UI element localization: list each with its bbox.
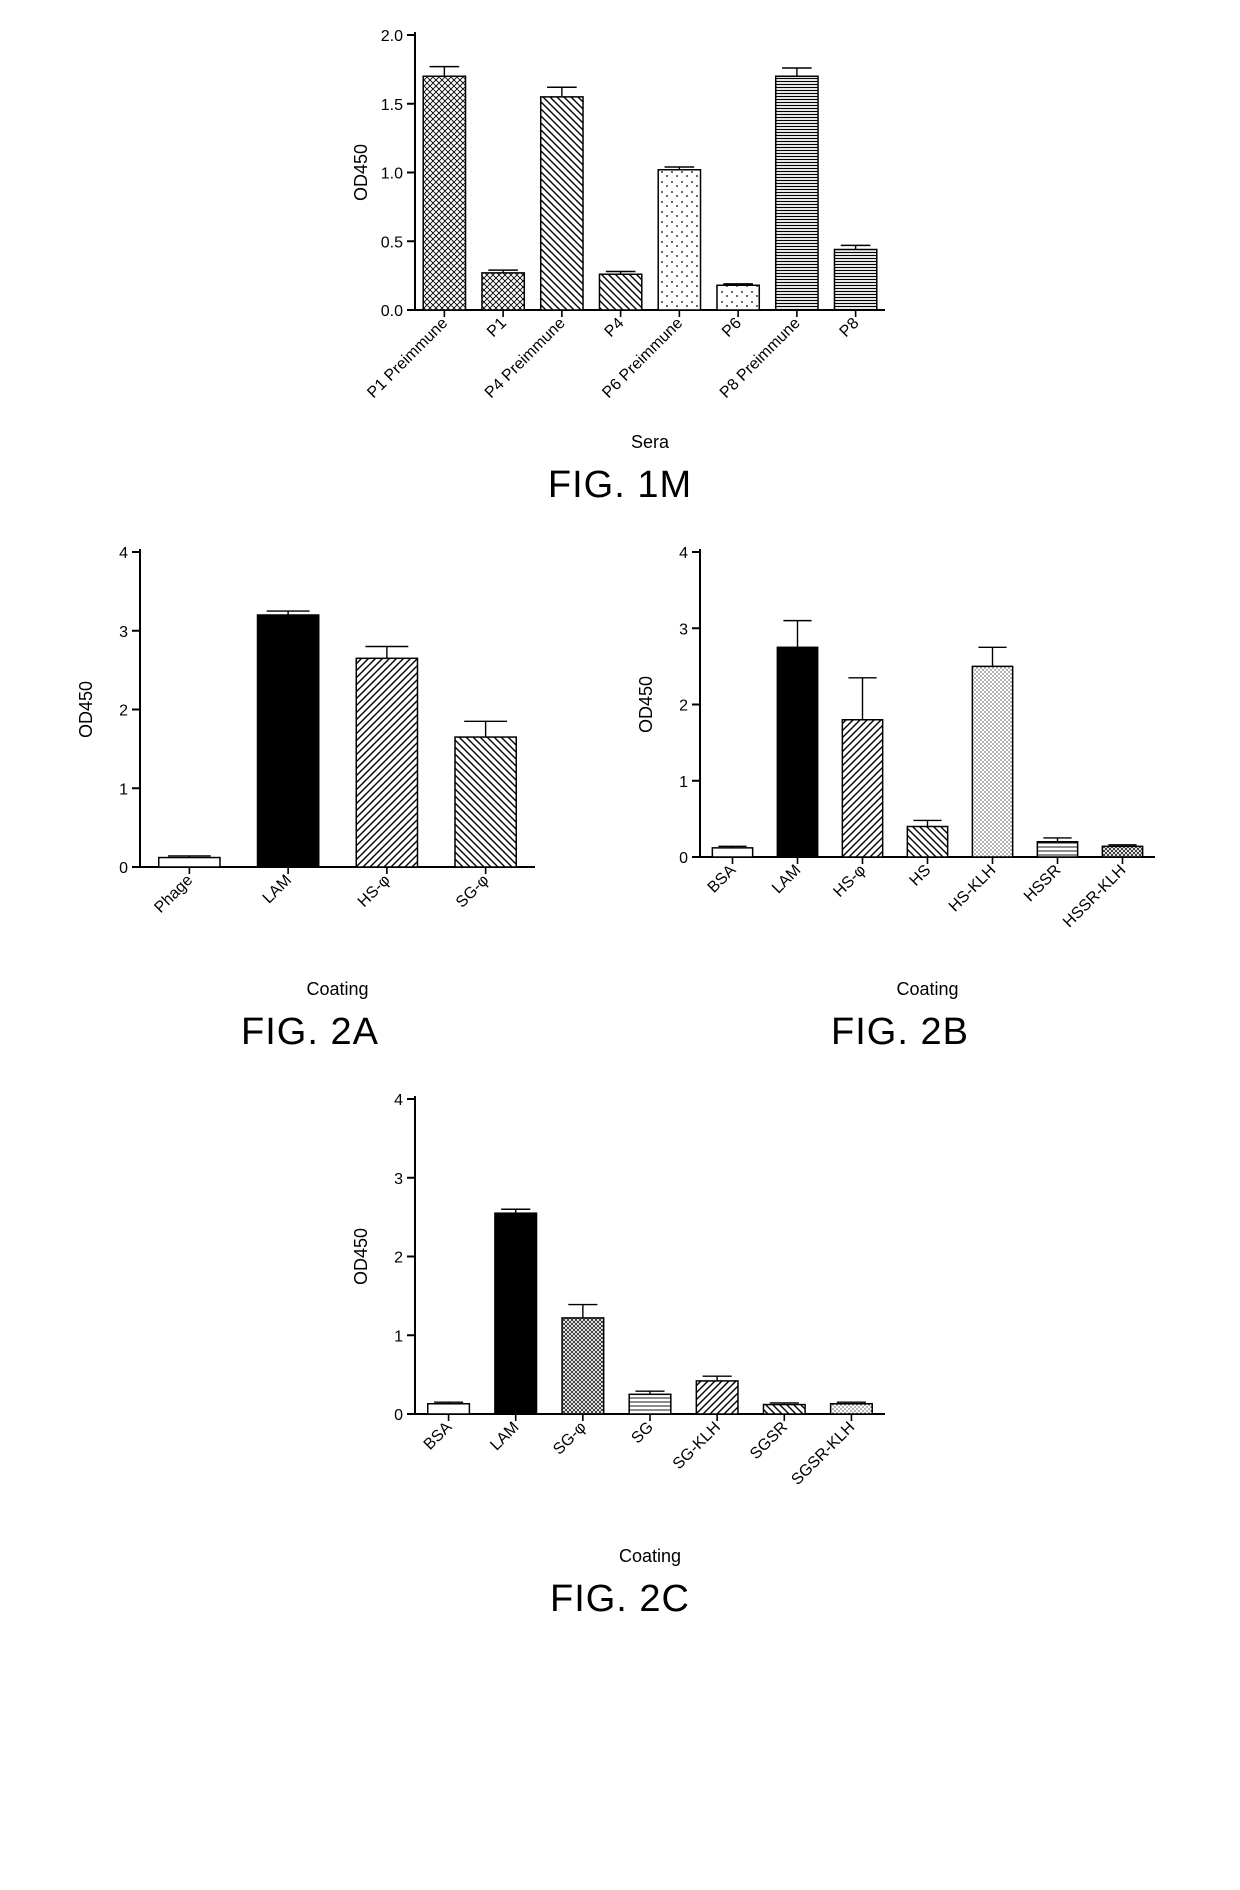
svg-text:P1 Preimmune: P1 Preimmune: [364, 315, 451, 402]
svg-text:1: 1: [679, 774, 688, 791]
svg-text:OD450: OD450: [351, 144, 371, 201]
svg-text:2: 2: [394, 1250, 403, 1267]
svg-text:0.5: 0.5: [381, 234, 403, 251]
svg-text:1.5: 1.5: [381, 97, 403, 114]
svg-text:Coating: Coating: [896, 979, 958, 999]
svg-text:HSSR: HSSR: [1021, 862, 1064, 905]
fig-1m-label: FIG. 1M: [548, 464, 692, 507]
svg-text:Phage: Phage: [151, 872, 196, 917]
fig-2c-label: FIG. 2C: [550, 1578, 690, 1621]
svg-text:0: 0: [679, 850, 688, 867]
svg-text:2: 2: [119, 703, 128, 720]
svg-text:3: 3: [119, 624, 128, 641]
svg-text:Coating: Coating: [306, 979, 368, 999]
svg-text:BSA: BSA: [421, 1419, 456, 1454]
svg-text:P1: P1: [484, 315, 510, 341]
svg-text:P8: P8: [837, 315, 863, 341]
fig-2b-chart: 0 1 2 3 4 OD450 BSA LAM HS-φ HS HS-KLH HSSRHSSR-KLH…: [630, 537, 1170, 1007]
svg-text:Sera: Sera: [631, 432, 670, 452]
svg-text:4: 4: [394, 1092, 403, 1109]
fig-2c-block: 0 1 2 3 4 OD450 BSA LAM SG-φ SG SG-KLH SGSRSGSR-KLH…: [340, 1084, 900, 1621]
svg-text:OD450: OD450: [76, 681, 96, 738]
fig-2a-chart: 0 1 2 3 4 OD450 Phage LAM HS-φ SG-φ Coating: [70, 537, 550, 1007]
svg-text:3: 3: [394, 1171, 403, 1188]
fig-2ab-row: 0 1 2 3 4 OD450 Phage LAM HS-φ SG-φ Coating FIG. 2…: [70, 537, 1170, 1054]
svg-text:SG: SG: [628, 1419, 656, 1447]
svg-text:SG-KLH: SG-KLH: [670, 1419, 724, 1473]
svg-text:2: 2: [679, 698, 688, 715]
fig-2b-block: 0 1 2 3 4 OD450 BSA LAM HS-φ HS HS-KLH HSSRHSSR-KLH…: [630, 537, 1170, 1054]
fig-2a-block: 0 1 2 3 4 OD450 Phage LAM HS-φ SG-φ Coating FIG. 2…: [70, 537, 550, 1054]
svg-text:4: 4: [679, 545, 688, 562]
svg-text:HS-φ: HS-φ: [355, 872, 394, 911]
svg-text:P4: P4: [602, 315, 628, 341]
svg-text:3: 3: [679, 621, 688, 638]
svg-text:1.0: 1.0: [381, 166, 403, 183]
svg-text:LAM: LAM: [260, 872, 295, 907]
fig-1m-block: 0.00.51.01.52.0OD450P1 PreimmuneP1P4 Pre…: [340, 20, 900, 507]
svg-text:OD450: OD450: [351, 1228, 371, 1285]
svg-text:0.0: 0.0: [381, 303, 403, 320]
svg-text:SG-φ: SG-φ: [453, 872, 492, 911]
svg-text:0: 0: [119, 860, 128, 877]
svg-text:SGSR: SGSR: [747, 1419, 791, 1463]
svg-text:HS: HS: [907, 862, 935, 890]
svg-text:HS-KLH: HS-KLH: [946, 862, 1000, 916]
svg-text:HSSR-KLH: HSSR-KLH: [1060, 862, 1129, 931]
svg-text:LAM: LAM: [769, 862, 804, 897]
svg-text:HS-φ: HS-φ: [830, 862, 869, 901]
svg-text:SGSR-KLH: SGSR-KLH: [788, 1419, 858, 1489]
fig-1m-chart: 0.00.51.01.52.0OD450P1 PreimmuneP1P4 Pre…: [340, 20, 900, 460]
svg-text:1: 1: [119, 781, 128, 798]
fig-2a-label: FIG. 2A: [241, 1011, 379, 1054]
svg-text:BSA: BSA: [705, 862, 740, 897]
svg-text:SG-φ: SG-φ: [550, 1419, 589, 1458]
svg-text:OD450: OD450: [636, 676, 656, 733]
svg-text:P6: P6: [719, 315, 745, 341]
svg-text:4: 4: [119, 545, 128, 562]
fig-2b-label: FIG. 2B: [831, 1011, 969, 1054]
figure-page: 0.00.51.01.52.0OD450P1 PreimmuneP1P4 Pre…: [20, 20, 1220, 1621]
svg-text:LAM: LAM: [487, 1419, 522, 1454]
svg-text:Coating: Coating: [619, 1546, 681, 1566]
svg-text:2.0: 2.0: [381, 28, 403, 45]
svg-text:1: 1: [394, 1328, 403, 1345]
fig-2c-chart: 0 1 2 3 4 OD450 BSA LAM SG-φ SG SG-KLH SGSRSGSR-KLH…: [340, 1084, 900, 1574]
svg-text:0: 0: [394, 1407, 403, 1424]
